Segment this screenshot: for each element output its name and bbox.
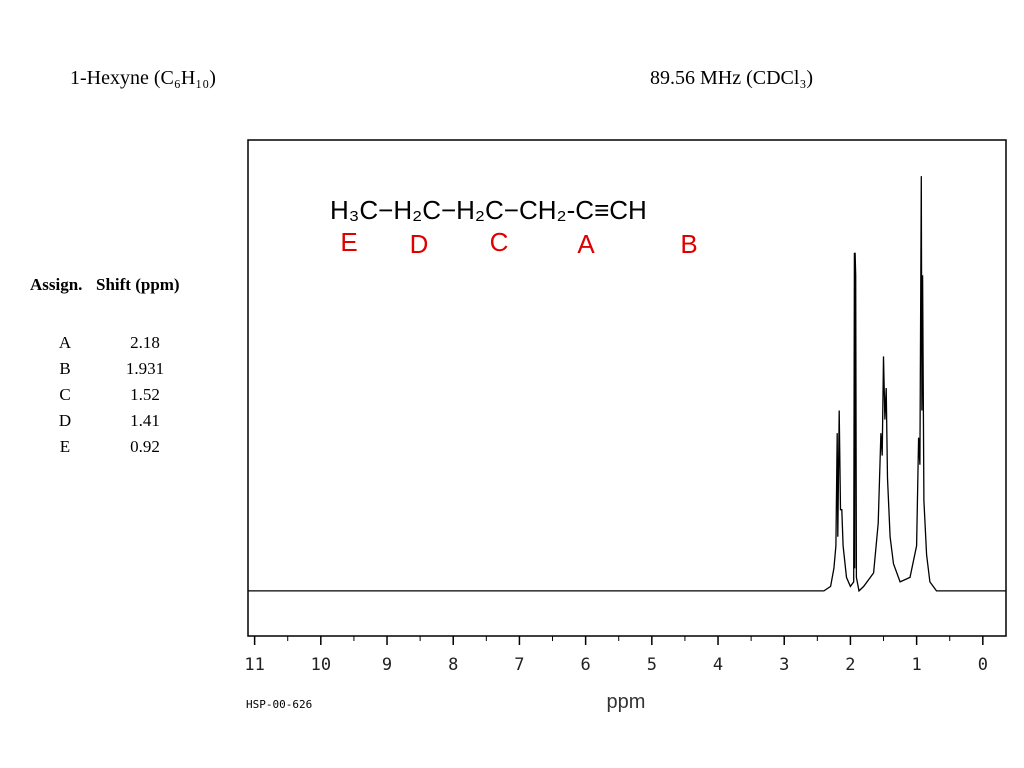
x-tick-label: 1 (912, 655, 922, 675)
structure-label: E (340, 227, 357, 257)
x-tick-label: 2 (845, 655, 855, 675)
structure-label: A (577, 229, 595, 259)
assign-shift: 2.18 (130, 333, 160, 352)
assign-label: A (59, 333, 72, 352)
x-tick-label: 8 (448, 655, 458, 675)
assign-shift: 1.41 (130, 411, 160, 430)
structure-label: B (680, 229, 697, 259)
spectrum-line (248, 176, 1006, 593)
x-tick-label: 5 (647, 655, 657, 675)
x-tick-label: 0 (978, 655, 988, 675)
assign-shift: 0.92 (130, 437, 160, 456)
x-tick-label: 7 (514, 655, 524, 675)
x-tick-label: 6 (580, 655, 590, 675)
assign-shift: 1.931 (126, 359, 164, 378)
table-header: Assign. (30, 275, 82, 294)
structure-label: C (490, 227, 509, 257)
footnote: HSP-00-626 (246, 698, 312, 711)
assign-label: D (59, 411, 71, 430)
chart-title: 1-Hexyne (C₆H₁₀) (70, 67, 216, 89)
structure-label: D (410, 229, 429, 259)
x-tick-label: 4 (713, 655, 723, 675)
x-tick-label: 10 (311, 655, 331, 675)
assign-shift: 1.52 (130, 385, 160, 404)
chart-subtitle: 89.56 MHz (CDCl₃) (650, 67, 813, 89)
x-axis-label: ppm (607, 691, 646, 713)
structure: H₃C−H₂C−H₂C−CH₂-C≡CH (330, 195, 647, 225)
x-tick-label: 3 (779, 655, 789, 675)
assign-label: E (60, 437, 70, 456)
x-tick-label: 11 (244, 655, 264, 675)
x-tick-label: 9 (382, 655, 392, 675)
plot-frame (247, 139, 1007, 637)
assign-label: C (59, 385, 70, 404)
assign-label: B (59, 359, 70, 378)
table-header: Shift (ppm) (96, 275, 180, 294)
